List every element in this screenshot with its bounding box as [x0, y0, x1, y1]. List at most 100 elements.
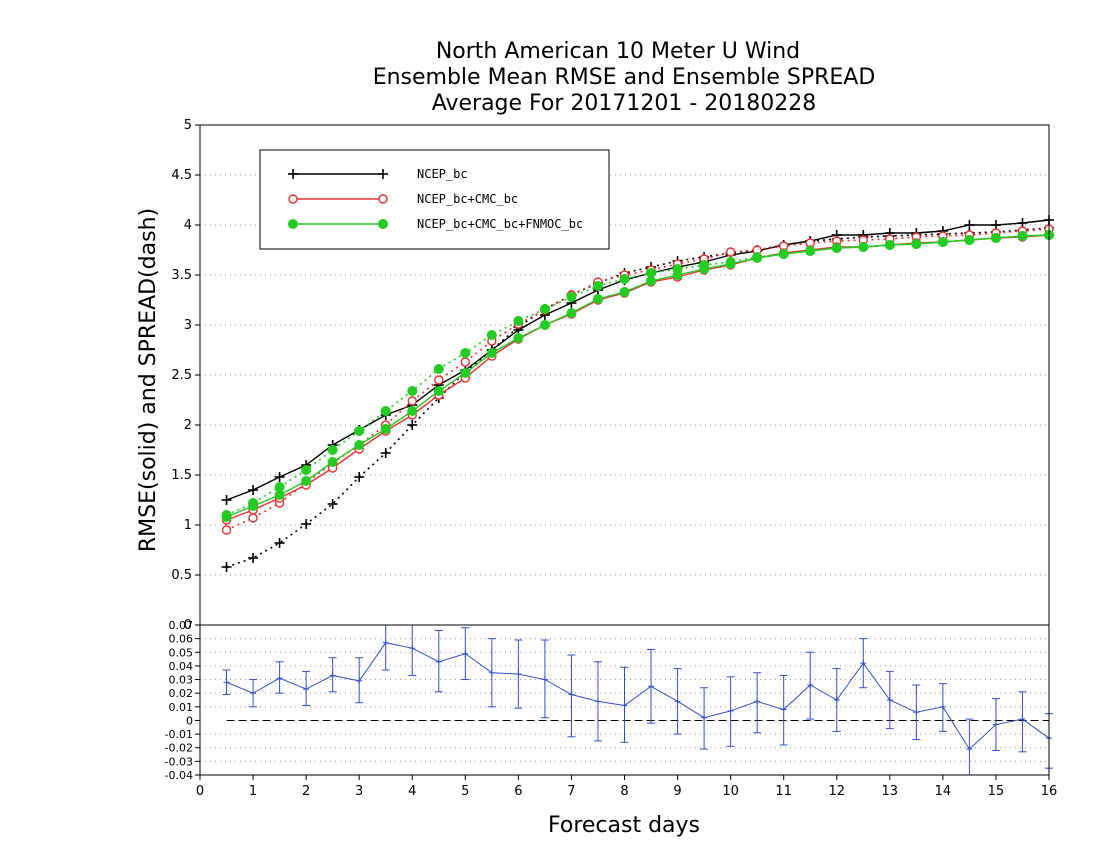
bottom-y-tick-label: -0.02 [165, 742, 193, 755]
legend-marker [378, 169, 388, 179]
rmse-point [964, 235, 975, 245]
x-tick-label: 1 [249, 784, 257, 799]
rmse-point [858, 242, 869, 252]
x-tick-label: 14 [935, 784, 952, 799]
bottom-y-tick-label: 0.07 [169, 619, 194, 632]
x-tick-label: 6 [514, 784, 522, 799]
legend-label: NCEP_bc [417, 167, 468, 181]
rmse-point [831, 243, 842, 253]
spread-line [226, 227, 1050, 568]
bottom-y-tick-label: -0.04 [165, 769, 193, 782]
x-tick-label: 0 [196, 784, 204, 799]
legend: NCEP_bc NCEP_bc+CMC_bc NCEP_bc+CMC_bc+FNMO… [259, 149, 610, 250]
top-y-zero-label: 0 [184, 618, 192, 633]
bottom-grid [200, 624, 1049, 776]
difference-point [1019, 716, 1026, 723]
top-series-group [221, 215, 1054, 572]
rmse-point [646, 276, 657, 286]
rmse-point [990, 233, 1001, 243]
series-2 [221, 230, 1054, 522]
bottom-series-group [222, 624, 1053, 776]
spread-point [221, 562, 232, 572]
bottom-y-tick-label: 0.01 [169, 701, 194, 714]
spread-point [221, 525, 232, 535]
spread-point [434, 375, 444, 385]
rmse-point [964, 220, 975, 230]
spread-point [248, 513, 258, 523]
spread-point [327, 445, 338, 455]
x-axis-label: Forecast days [548, 813, 700, 838]
difference-point [807, 682, 814, 688]
rmse-point [592, 294, 603, 304]
rmse-point [937, 237, 948, 247]
difference-panel: 0.070.060.050.040.030.020.010-0.01-0.02-… [165, 619, 1053, 782]
rmse-point [327, 457, 338, 467]
x-tick-label: 16 [1041, 784, 1058, 799]
rmse-point [274, 490, 285, 500]
spread-point [354, 426, 365, 436]
difference-point [382, 639, 389, 646]
rmse-point [221, 512, 232, 522]
legend-marker [288, 219, 298, 229]
legend-label: NCEP_bc+CMC_bc+FNMOC_bc [417, 217, 583, 231]
rmse-point [778, 249, 789, 259]
legend-marker [288, 194, 298, 204]
legend-item: NCEP_bc+CMC_bc [288, 192, 518, 206]
x-tick-label: 7 [567, 784, 575, 799]
bottom-y-ticks: 0.070.060.050.040.030.020.010-0.01-0.02-… [165, 619, 200, 782]
rmse-point [619, 287, 630, 297]
difference-point [356, 677, 363, 684]
rmse-point [354, 440, 365, 450]
spread-point [248, 553, 259, 563]
spread-point [407, 386, 418, 396]
spread-point [327, 499, 338, 509]
x-ticks: 0 1 2 3 4 5 6 7 8 9 10 11 12 13 14 15 16 [196, 775, 1057, 799]
rmse-point [805, 246, 816, 256]
difference-line [226, 642, 1050, 750]
x-tick-label: 2 [302, 784, 310, 799]
rmse-point [1017, 231, 1028, 241]
difference-point [568, 691, 575, 698]
rmse-point [699, 264, 710, 274]
top-y-ticks: 0.5 1 1.5 2 2.5 3 3.5 4 4.5 5 0 [171, 118, 200, 633]
difference-point [594, 698, 601, 705]
spread-point [380, 406, 391, 416]
series-1 [221, 224, 1054, 535]
x-tick-label: 12 [828, 784, 845, 799]
rmse-point [221, 495, 232, 505]
difference-point [276, 675, 283, 682]
top-y-tick-label: 4.5 [171, 168, 192, 183]
x-tick-label: 5 [461, 784, 469, 799]
rmse-point [248, 501, 259, 511]
spread-point [301, 465, 312, 475]
difference-point [250, 690, 257, 697]
rmse-spread-panel: 0.5 1 1.5 2 2.5 3 3.5 4 4.5 5 0 [171, 118, 1054, 633]
bottom-y-tick-label: 0.03 [169, 674, 194, 687]
spread-point [566, 292, 577, 302]
rmse-point [911, 239, 922, 249]
top-y-tick-label: 2 [184, 418, 192, 433]
top-y-tick-label: 5 [184, 118, 192, 133]
rmse-point [513, 333, 524, 343]
difference-point [754, 698, 761, 705]
x-tick-label: 3 [355, 784, 363, 799]
difference-point [648, 683, 655, 690]
spread-point [539, 304, 550, 314]
difference-point [541, 676, 548, 683]
difference-point [223, 679, 230, 686]
y-axis-label: RMSE(solid) and SPREAD(dash) [136, 208, 161, 552]
difference-point [780, 706, 787, 713]
rmse-point [380, 424, 391, 434]
legend-marker [378, 194, 388, 204]
difference-point [913, 709, 920, 716]
bottom-y-tick-label: 0.02 [169, 687, 194, 700]
difference-point [515, 671, 522, 678]
x-tick-label: 11 [775, 784, 792, 799]
rmse-line [226, 234, 1050, 521]
series-0 [221, 215, 1054, 572]
spread-point [433, 364, 444, 374]
bottom-y-tick-label: 0.05 [169, 646, 194, 659]
spread-point [460, 348, 471, 358]
difference-point [462, 650, 469, 657]
